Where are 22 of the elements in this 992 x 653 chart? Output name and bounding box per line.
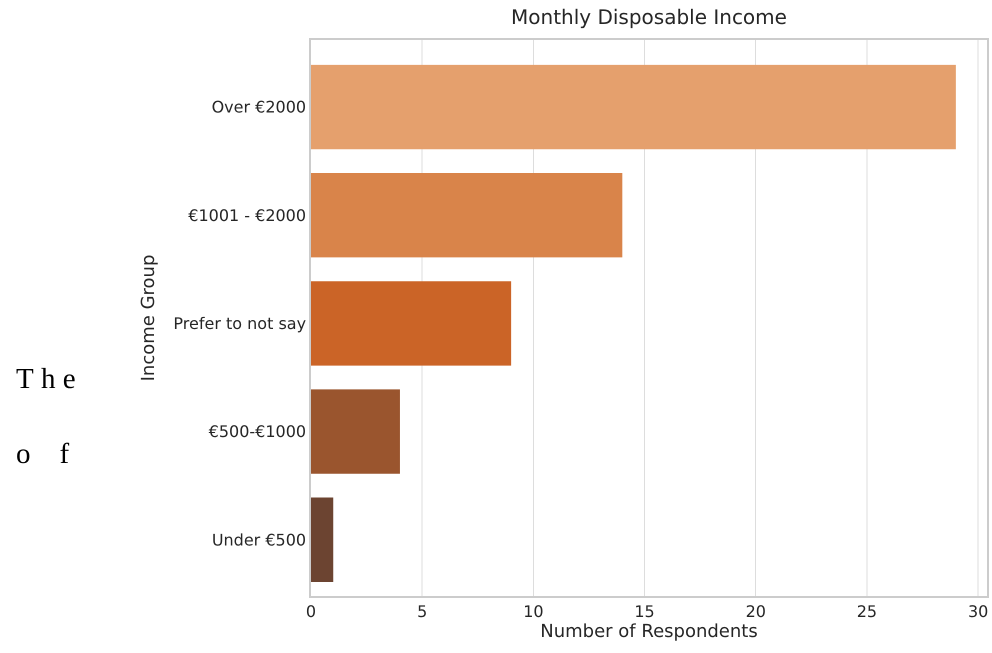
y-tick-label: Prefer to not say	[173, 314, 306, 334]
text: o f	[16, 438, 70, 470]
x-tick-label: 25	[856, 602, 878, 621]
x-tick-label: 20	[746, 602, 766, 621]
y-axis-title: Income Group	[138, 254, 160, 382]
x-tick-label: 5	[417, 602, 428, 621]
text: T h e	[16, 363, 76, 395]
bar	[311, 281, 512, 366]
y-tick-label: €500-€1000	[208, 422, 306, 442]
bar	[311, 498, 334, 582]
y-tick-label: €1001 - €2000	[188, 206, 306, 225]
x-tick-label: 30	[968, 602, 988, 621]
x-tick-label: 0	[306, 602, 316, 621]
x-axis-title: Number of Respondents	[540, 620, 758, 642]
bar	[311, 64, 956, 150]
bar	[311, 173, 622, 258]
y-tick-label: Over €2000	[212, 98, 306, 117]
chart-title: Monthly Disposable Income	[511, 4, 787, 29]
bar	[311, 389, 400, 474]
y-tick-label: Under €500	[212, 530, 306, 550]
x-tick-label: 15	[634, 602, 655, 621]
x-tick-label: 10	[523, 602, 544, 621]
